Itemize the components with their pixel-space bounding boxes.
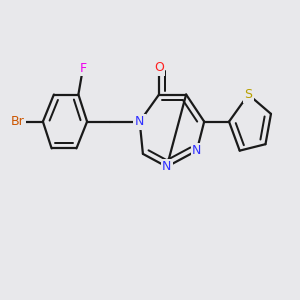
Text: F: F <box>79 62 86 75</box>
Text: N: N <box>162 160 172 173</box>
Text: Br: Br <box>11 115 25 128</box>
Text: N: N <box>135 115 144 128</box>
Text: O: O <box>154 61 164 74</box>
Text: S: S <box>244 88 252 101</box>
Text: N: N <box>192 144 202 157</box>
